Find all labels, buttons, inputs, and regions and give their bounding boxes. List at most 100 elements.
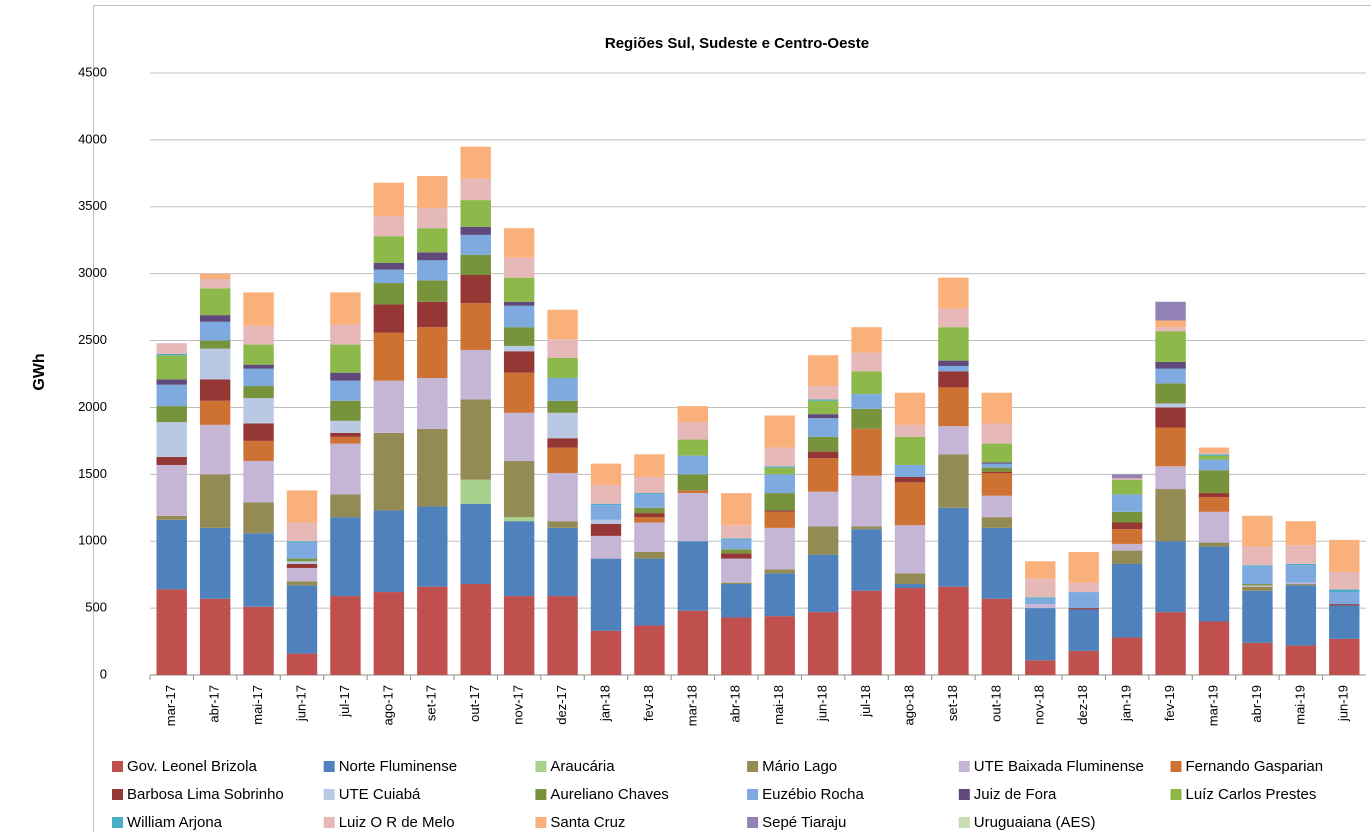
bar-segment	[243, 440, 274, 461]
x-tick-label: nov-18	[1032, 685, 1047, 725]
bar-segment	[807, 386, 839, 400]
bar-segment	[1155, 612, 1186, 675]
legend-swatch	[535, 789, 547, 800]
bar-segment	[243, 423, 274, 441]
bar-segment	[1068, 609, 1099, 651]
x-tick-label: jun-19	[1336, 685, 1351, 722]
bar-segment	[547, 400, 578, 413]
bar-segment	[243, 364, 274, 369]
bar-segment	[547, 357, 578, 379]
bar-segment	[1285, 563, 1317, 566]
bar-segment	[1155, 407, 1186, 428]
bar-segment	[677, 455, 709, 475]
legend-label: UTE Baixada Fluminense	[974, 758, 1144, 775]
bar-segment	[330, 324, 361, 345]
bar-segment	[981, 463, 1013, 468]
bar-segment	[243, 606, 274, 675]
bar-segment	[503, 521, 535, 597]
bar-segment	[286, 585, 318, 654]
x-tick-label: mar-19	[1205, 685, 1220, 726]
bar-segment	[1068, 608, 1099, 610]
bar-segment	[199, 379, 231, 401]
bar-segment	[243, 386, 274, 399]
bar-segment	[590, 630, 622, 675]
bar-segment	[1285, 582, 1317, 585]
bar-segment	[460, 200, 491, 227]
bar-segment	[764, 467, 795, 475]
chart-title: Regiões Sul, Sudeste e Centro-Oeste	[605, 35, 869, 52]
bar-segment	[547, 438, 578, 448]
bar-segment	[460, 479, 491, 504]
bar-segment	[243, 502, 274, 534]
bar-segment	[634, 507, 665, 514]
bar-segment	[938, 426, 969, 455]
bar-segment	[417, 506, 448, 587]
bar-segment	[981, 392, 1013, 424]
bar-segment	[634, 558, 665, 626]
bar-segment	[156, 456, 187, 465]
bar-segment	[199, 527, 231, 599]
x-tick-label: jul-17	[337, 685, 352, 718]
bar-segment	[417, 260, 448, 281]
bar-segment	[1155, 541, 1186, 613]
bar-segment	[199, 315, 231, 322]
bar-segment	[1198, 511, 1230, 543]
bar-segment	[243, 292, 274, 326]
bar-segment	[547, 447, 578, 473]
bar-segment	[1242, 546, 1273, 566]
y-tick-label: 500	[85, 600, 107, 615]
bar-segment	[199, 598, 231, 675]
bar-segment	[156, 515, 187, 520]
x-tick-label: jun-18	[815, 685, 830, 722]
bar-segment	[286, 561, 318, 564]
bar-segment	[807, 554, 839, 613]
x-tick-label: dez-17	[554, 685, 569, 725]
bar-segment	[764, 511, 795, 528]
legend-label: Aureliano Chaves	[550, 786, 668, 803]
bar-segment	[1198, 542, 1230, 547]
bar-segment	[721, 493, 752, 526]
y-tick-label: 1000	[78, 533, 107, 548]
bar-segment	[547, 378, 578, 401]
bar-segment	[1155, 489, 1186, 542]
bar-segment	[1155, 383, 1186, 404]
bar-segment	[938, 371, 969, 388]
bar-segment	[1111, 522, 1143, 530]
legend-label: UTE Cuiabá	[339, 786, 421, 803]
bar-segment	[807, 612, 839, 675]
bar-segment	[1155, 320, 1186, 328]
bar-segment	[156, 353, 187, 356]
bar-segment	[1111, 478, 1143, 480]
bar-segment	[1111, 543, 1143, 551]
bar-segment	[894, 584, 926, 589]
bar-segment	[677, 493, 709, 542]
bar-segment	[330, 596, 361, 675]
bar-segment	[156, 464, 187, 516]
bar-segment	[764, 493, 795, 511]
bar-segment	[199, 279, 231, 289]
bar-segment	[590, 535, 622, 559]
bar-segment	[417, 301, 448, 328]
legend-swatch	[112, 817, 123, 828]
bar-segment	[286, 567, 318, 582]
bar-segment	[1155, 466, 1186, 490]
bar-segment	[634, 513, 665, 518]
bar-segment	[981, 517, 1013, 528]
x-tick-label: jan-18	[597, 685, 612, 722]
bar-segment	[243, 398, 274, 424]
bar-segment	[373, 236, 405, 263]
bar-segment	[1111, 550, 1143, 564]
bar-segment	[1242, 585, 1273, 587]
bar-segment	[286, 558, 318, 562]
legend-swatch	[112, 789, 123, 800]
bar-segment	[938, 365, 969, 372]
legend-swatch	[1170, 789, 1182, 800]
bar-segment	[721, 584, 752, 618]
bar-segment	[764, 573, 795, 617]
bar-segment	[590, 523, 622, 536]
bar-segment	[1198, 497, 1230, 512]
bar-segment	[286, 563, 318, 568]
bar-segment	[460, 503, 491, 585]
bar-segment	[981, 423, 1013, 444]
bar-segment	[156, 519, 187, 590]
